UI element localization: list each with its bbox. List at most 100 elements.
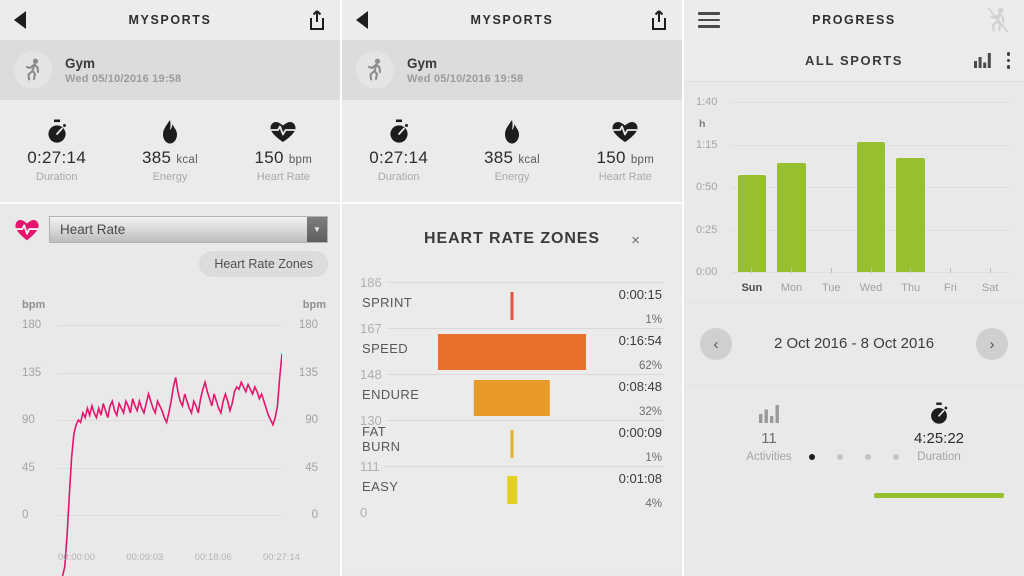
bar-tick (772, 268, 812, 273)
day-label: Wed (859, 282, 883, 294)
zone-time: 0:16:54 (618, 333, 662, 348)
bar-chart-y-tick: 0:50 (696, 181, 718, 193)
hr-grid-line (58, 325, 282, 326)
back-arrow-icon[interactable] (356, 11, 368, 29)
panel-progress: PROGRESS ALL SPORTS h 0:00 0:25 0:50 1:15 1:4… (684, 0, 1024, 576)
bar-tick (970, 268, 1010, 273)
panel1-activity-header[interactable]: Gym Wed 05/10/2016 19:58 (0, 40, 340, 100)
zone-bar-wrap (438, 329, 660, 375)
hamburger-menu-icon[interactable] (698, 8, 720, 31)
bar-column[interactable] (851, 102, 891, 272)
stat-label: Heart Rate (598, 171, 652, 183)
bpm-label-right: bpm (302, 299, 326, 311)
page-dot[interactable] (809, 454, 815, 460)
stat-energy: 385 kcal Energy (455, 100, 568, 202)
stat-value: 385 kcal (142, 148, 198, 167)
all-sports-title: ALL SPORTS (804, 53, 904, 68)
panel-heart-rate-zones: MYSPORTS Gym Wed 05/10/2016 19:58 (342, 0, 684, 576)
heart-pulse-icon (15, 219, 39, 240)
hr-time-axis: 00:00:00 00:09:03 00:18:06 00:27:14 (58, 552, 300, 563)
flame-icon (161, 119, 179, 145)
bar (737, 175, 767, 272)
bar-chart-icon[interactable] (973, 53, 991, 68)
zone-bar-wrap (473, 375, 588, 421)
back-arrow-icon[interactable] (14, 11, 26, 29)
zone-upper-bound: 167 (360, 321, 386, 336)
running-figure-icon (25, 58, 40, 81)
zone-lower-bound: 0 (360, 505, 372, 520)
zone-bar (473, 380, 551, 416)
zones-list: 186 SPRINT 0:00:15 1% 167 SPEED 0:16:54 62% 148 E… (360, 275, 664, 526)
summary-row: 11 Activities 4:25:22 Duration (684, 386, 1024, 498)
hr-grid-line (58, 515, 282, 516)
zone-name: SPEED (362, 341, 409, 356)
hr-axis-tick: 180 (22, 319, 42, 331)
stat-heart-rate: 150 bpm Heart Rate (569, 100, 682, 202)
day-label: Mon (780, 282, 803, 294)
hr-axis-tick: 0 (311, 509, 318, 521)
avatar (14, 51, 52, 89)
panel2-activity-header[interactable]: Gym Wed 05/10/2016 19:58 (342, 40, 682, 100)
bpm-unit-row: bpm bpm (0, 277, 340, 311)
page-dot[interactable] (837, 454, 843, 460)
zone-upper-bound: 148 (360, 367, 386, 382)
share-icon[interactable] (650, 10, 668, 30)
page-dots[interactable] (684, 454, 1024, 460)
all-sports-subheader: ALL SPORTS (684, 40, 1024, 82)
bar-tick (931, 268, 971, 273)
panel1-title: MYSPORTS (128, 13, 212, 27)
bar-column[interactable] (931, 102, 971, 272)
bar-column[interactable] (772, 102, 812, 272)
heart-rate-zones-button[interactable]: Heart Rate Zones (199, 251, 328, 277)
summary-duration[interactable]: 4:25:22 Duration (854, 402, 1024, 498)
stopwatch-icon (45, 119, 69, 145)
share-icon[interactable] (308, 10, 326, 30)
bar-column[interactable] (891, 102, 931, 272)
bar-column[interactable] (970, 102, 1010, 272)
zone-bar-wrap (510, 283, 515, 329)
active-indicator (874, 493, 1004, 498)
zone-time: 0:01:08 (618, 471, 662, 486)
heart-rate-line-chart[interactable]: 180 180 135 135 90 90 45 45 0 0 00:00:00 00:09:03 00… (0, 317, 340, 547)
running-figure-icon[interactable] (986, 7, 1010, 33)
bar-column[interactable] (811, 102, 851, 272)
hr-zones-button-row: Heart Rate Zones (0, 243, 340, 277)
zone-bar (510, 292, 514, 320)
zones-header: HEART RATE ZONES × (342, 230, 682, 249)
running-figure-icon (367, 58, 382, 81)
summary-activities[interactable]: 11 Activities (684, 402, 854, 496)
prev-week-button[interactable]: ‹ (700, 328, 732, 360)
stat-energy: 385 kcal Energy (113, 100, 226, 202)
zone-bar-wrap (507, 467, 522, 513)
bar-chart-y-tick: 1:15 (696, 138, 718, 151)
chevron-down-icon: ▼ (307, 217, 327, 242)
heart-rate-zones-card: HEART RATE ZONES × 186 SPRINT 0:00:15 1% 167… (342, 204, 682, 570)
date-range-label: 2 Oct 2016 - 8 Oct 2016 (773, 334, 935, 352)
page-dot[interactable] (865, 454, 871, 460)
zone-bar-wrap (510, 421, 515, 467)
stat-duration: 0:27:14 Duration (342, 100, 455, 202)
bar (896, 157, 926, 272)
panel2-stats-row: 0:27:14 Duration 385 kcal Energy (342, 100, 682, 204)
stat-label: Energy (494, 171, 530, 183)
kebab-menu-icon[interactable] (1006, 52, 1010, 69)
hr-time-tick: 00:00:00 (58, 552, 95, 563)
zone-percent: 1% (645, 314, 662, 326)
stopwatch-icon (387, 119, 411, 145)
bpm-label-left: bpm (22, 299, 46, 311)
metric-select[interactable]: Heart Rate ▼ (49, 216, 328, 243)
day-label: Thu (901, 282, 921, 294)
bar-chart-y-tick: 0:00 (696, 266, 718, 278)
panel1-stats-row: 0:27:14 Duration 385 kcal Energy (0, 100, 340, 204)
bar-column[interactable] (732, 102, 772, 272)
stat-value: 0:27:14 (27, 148, 87, 167)
weekly-duration-bar-chart[interactable]: h 0:00 0:25 0:50 1:15 1:40 Sun Mon Tue Wed Thu Fri S… (684, 82, 1024, 302)
page-dot[interactable] (893, 454, 899, 460)
hr-grid-line (58, 420, 282, 421)
close-icon[interactable]: × (631, 232, 640, 249)
bar-chart-icon (759, 402, 779, 426)
next-week-button[interactable]: › (976, 328, 1008, 360)
zone-time: 0:00:15 (618, 287, 662, 302)
metric-select-value: Heart Rate (60, 222, 126, 237)
subheader-icons (973, 52, 1010, 69)
